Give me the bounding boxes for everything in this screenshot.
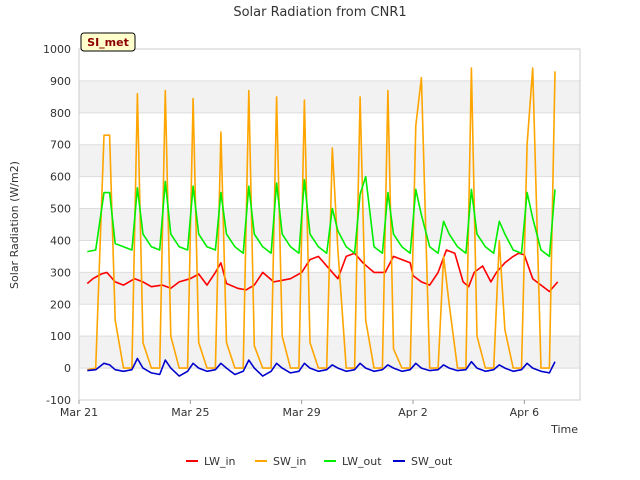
plot-band [79, 368, 580, 400]
series-line-sw-in [87, 67, 556, 371]
y-tick-label: 100 [50, 330, 71, 343]
x-tick-label: Mar 29 [283, 406, 321, 419]
plot-band [79, 336, 580, 369]
plot-band [79, 80, 580, 113]
y-tick-label: 500 [50, 203, 71, 216]
legend-label: SW_out [411, 455, 453, 468]
y-tick-label: 400 [50, 234, 71, 247]
y-tick-label: 1000 [43, 43, 71, 56]
y-axis-ticks: -100 0 100 200 300 400 500 600 700 800 900 1000 [43, 43, 71, 407]
x-tick-label: Apr 6 [510, 406, 540, 419]
x-tick-label: Apr 2 [398, 406, 428, 419]
legend: LW_in SW_in LW_out SW_out [186, 455, 453, 468]
plot-area-frame [78, 48, 581, 401]
chart-title: Solar Radiation from CNR1 [233, 5, 406, 20]
x-tick-label: Mar 21 [60, 406, 98, 419]
series-line-lw-in [86, 249, 559, 293]
y-tick-label: -100 [46, 394, 71, 407]
plot-band [79, 112, 580, 145]
series-line-sw-out [87, 357, 556, 377]
y-tick-label: 800 [50, 107, 71, 120]
plot-band [79, 176, 580, 209]
y-tick-label: 700 [50, 139, 71, 152]
y-tick-label: 300 [50, 266, 71, 279]
legend-label: SW_in [273, 455, 306, 468]
station-badge: SI_met [80, 32, 136, 52]
plot-band [79, 49, 580, 81]
x-axis-ticks: Mar 21 Mar 25 Mar 29 Apr 2 Apr 6 [60, 400, 539, 419]
y-tick-label: 600 [50, 171, 71, 184]
y-axis-title: Solar Radiation (W/m2) [8, 161, 21, 289]
x-axis-title: Time [550, 423, 578, 436]
station-badge-box [80, 32, 136, 52]
y-tick-label: 900 [50, 75, 71, 88]
plot-band [79, 144, 580, 177]
y-tick-label: 0 [64, 362, 71, 375]
series-line-lw-out [87, 175, 556, 258]
series-lines [86, 67, 559, 377]
legend-label: LW_out [342, 455, 382, 468]
legend-label: LW_in [204, 455, 236, 468]
y-tick-label: 200 [50, 298, 71, 311]
x-tick-label: Mar 25 [171, 406, 209, 419]
station-badge-label: SI_met [87, 36, 129, 49]
